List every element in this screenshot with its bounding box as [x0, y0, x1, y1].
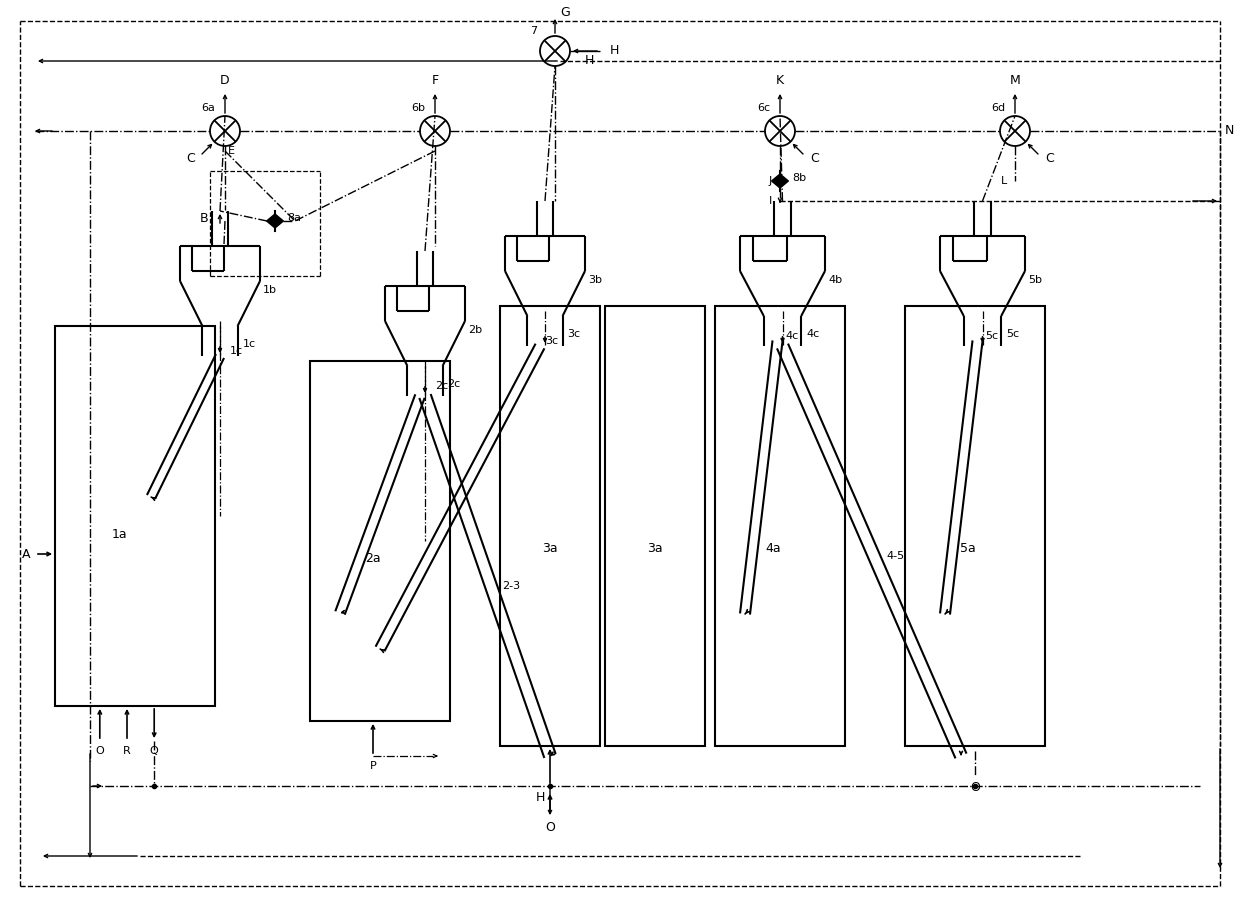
Text: 1a: 1a [112, 528, 126, 542]
Text: 3a: 3a [542, 542, 558, 554]
Text: 3b: 3b [588, 275, 601, 285]
Text: 8a: 8a [286, 213, 301, 223]
Text: B: B [200, 213, 208, 226]
Text: 4c: 4c [785, 331, 799, 341]
Text: I: I [769, 196, 773, 206]
Text: 4a: 4a [765, 542, 781, 554]
Text: 3c: 3c [546, 336, 558, 346]
Text: C: C [186, 152, 195, 166]
Text: M: M [1009, 74, 1021, 87]
Text: 2a: 2a [366, 553, 381, 565]
Text: R: R [123, 746, 131, 756]
Text: L: L [1001, 176, 1007, 186]
Text: A: A [21, 547, 30, 561]
Text: 5c: 5c [986, 331, 998, 341]
Text: 5a: 5a [960, 542, 976, 554]
Text: D: D [221, 74, 229, 87]
Bar [905, 306, 1045, 746]
Text: C: C [1045, 152, 1054, 166]
Text: 3c: 3c [568, 329, 580, 339]
Text: 2b: 2b [467, 325, 482, 335]
Text: J: J [769, 176, 773, 186]
Text: 6c: 6c [756, 103, 770, 113]
Text: 8b: 8b [792, 173, 806, 183]
Bar [500, 306, 600, 746]
Text: 4b: 4b [828, 275, 842, 285]
Bar [310, 361, 450, 721]
Text: K: K [776, 74, 784, 87]
Text: H: H [610, 44, 619, 57]
Text: 5c: 5c [1006, 329, 1019, 339]
Text: F: F [432, 74, 439, 87]
Text: N: N [1225, 124, 1234, 138]
Text: H: H [536, 791, 546, 804]
Polygon shape [275, 214, 284, 228]
Text: 6d: 6d [991, 103, 1004, 113]
Text: E: E [228, 146, 236, 156]
Text: 1c: 1c [229, 346, 243, 356]
Text: 3a: 3a [647, 542, 663, 554]
Text: 2-3: 2-3 [502, 581, 521, 591]
Text: 5b: 5b [1028, 275, 1042, 285]
Text: 6b: 6b [410, 103, 425, 113]
Text: G: G [560, 6, 569, 20]
Text: 4-5: 4-5 [887, 551, 905, 561]
Bar [715, 306, 844, 746]
Text: 2c: 2c [448, 379, 461, 389]
Text: C: C [810, 152, 818, 166]
Bar [605, 306, 706, 746]
Text: O: O [546, 821, 556, 834]
Polygon shape [267, 214, 275, 228]
Text: O: O [970, 781, 980, 794]
Text: H: H [585, 54, 594, 68]
Text: 1c: 1c [243, 339, 255, 349]
Text: O: O [95, 746, 104, 756]
Text: 1b: 1b [263, 285, 277, 295]
Bar [55, 326, 215, 706]
Polygon shape [771, 174, 780, 188]
Text: 6a: 6a [201, 103, 215, 113]
Text: Q: Q [150, 746, 159, 756]
Text: 2c: 2c [435, 381, 448, 391]
Polygon shape [780, 174, 789, 188]
Text: 7: 7 [529, 26, 537, 36]
Text: 4c: 4c [806, 329, 820, 339]
Text: P: P [370, 761, 377, 771]
